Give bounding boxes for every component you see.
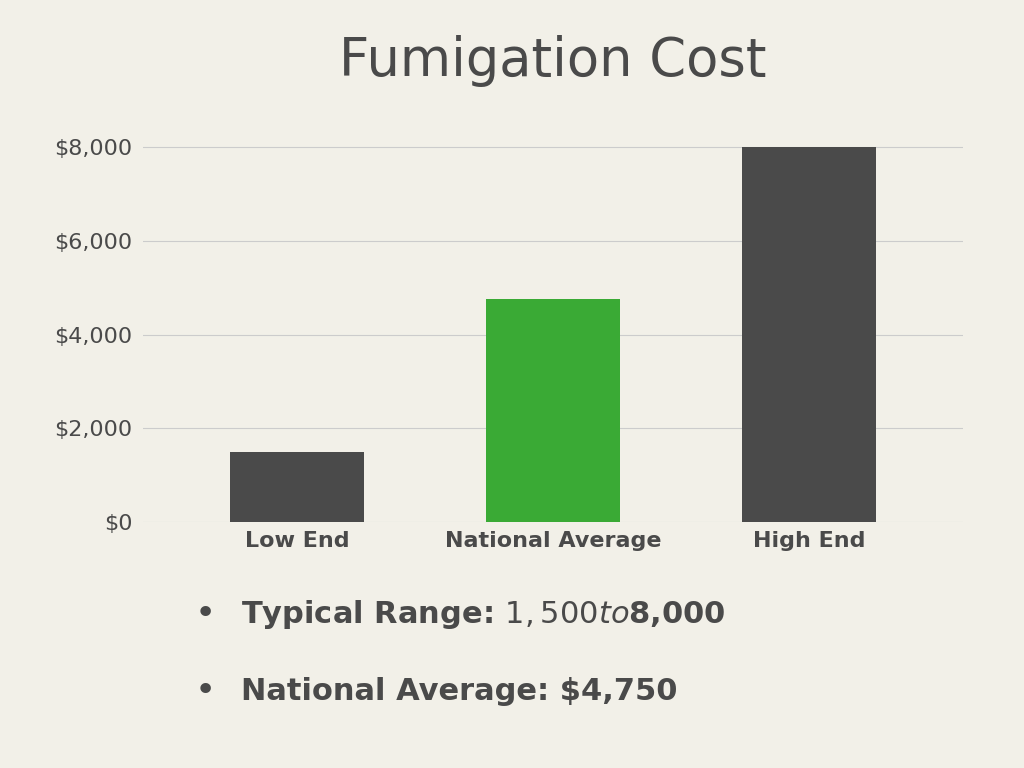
Bar [486, 300, 620, 522]
Text: •: • [195, 598, 215, 631]
Text: National Average: $4,750: National Average: $4,750 [241, 677, 677, 706]
Bar [742, 147, 876, 522]
Text: Fumigation Cost: Fumigation Cost [339, 35, 767, 88]
Text: Typical Range: $1,500 to $8,000: Typical Range: $1,500 to $8,000 [241, 598, 725, 631]
Text: •: • [195, 674, 215, 708]
Bar [230, 452, 364, 522]
